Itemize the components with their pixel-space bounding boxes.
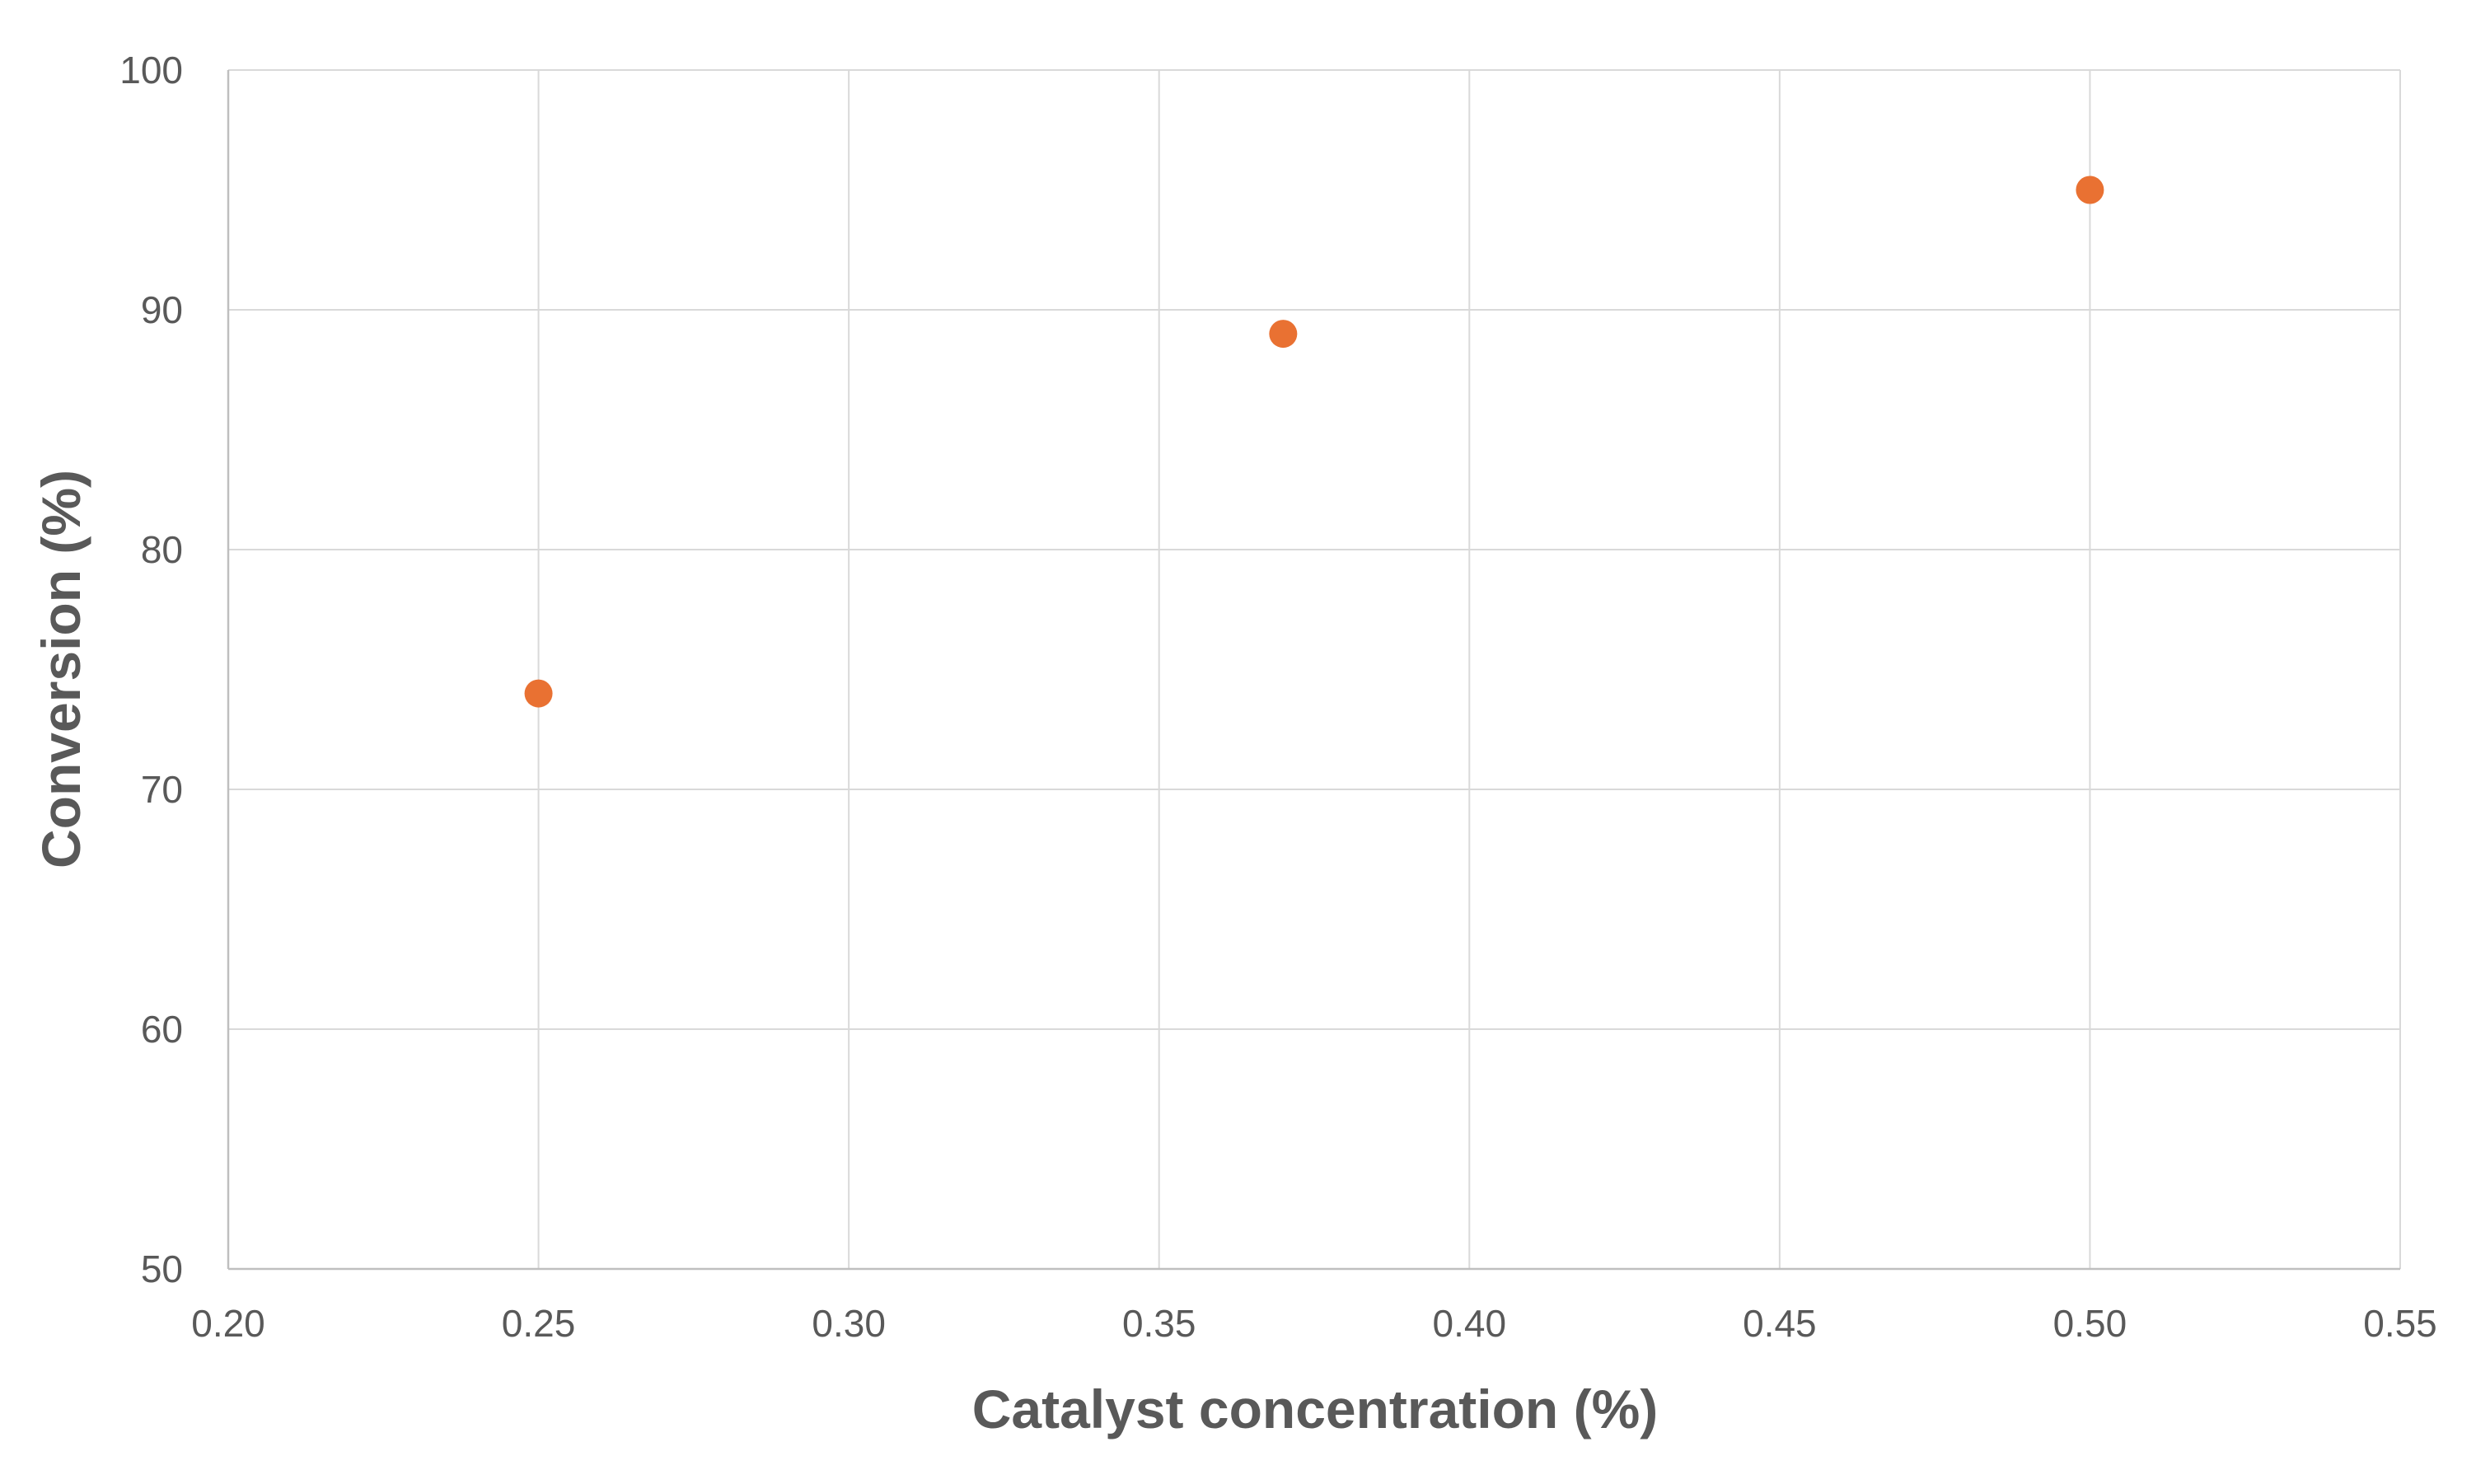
data-point xyxy=(1269,320,1298,349)
x-tick-label: 0.20 xyxy=(191,1302,265,1345)
x-axis-title: Catalyst concentration (%) xyxy=(972,1379,1658,1440)
y-tick-label: 60 xyxy=(141,1008,183,1051)
axes xyxy=(227,70,2400,1271)
y-tick-label: 100 xyxy=(119,49,183,91)
y-tick-label: 80 xyxy=(141,528,183,571)
y-tick-label: 70 xyxy=(141,768,183,811)
data-points xyxy=(524,176,2104,708)
gridlines xyxy=(228,69,2401,1269)
x-tick-labels: 0.20 0.25 0.30 0.35 0.40 0.45 0.50 0.55 xyxy=(191,1302,2437,1345)
y-tick-labels: 50 60 70 80 90 100 xyxy=(119,49,183,1290)
x-tick-label: 0.50 xyxy=(2053,1302,2127,1345)
x-tick-label: 0.25 xyxy=(502,1302,576,1345)
x-tick-label: 0.55 xyxy=(2363,1302,2437,1345)
x-tick-label: 0.45 xyxy=(1743,1302,1817,1345)
data-point xyxy=(524,679,553,708)
y-tick-label: 90 xyxy=(141,288,183,331)
y-axis-title: Conversion (%) xyxy=(30,470,91,868)
y-tick-label: 50 xyxy=(141,1248,183,1290)
data-point xyxy=(2076,176,2104,204)
x-tick-label: 0.40 xyxy=(1433,1302,1507,1345)
x-tick-label: 0.35 xyxy=(1122,1302,1196,1345)
x-tick-label: 0.30 xyxy=(812,1302,886,1345)
